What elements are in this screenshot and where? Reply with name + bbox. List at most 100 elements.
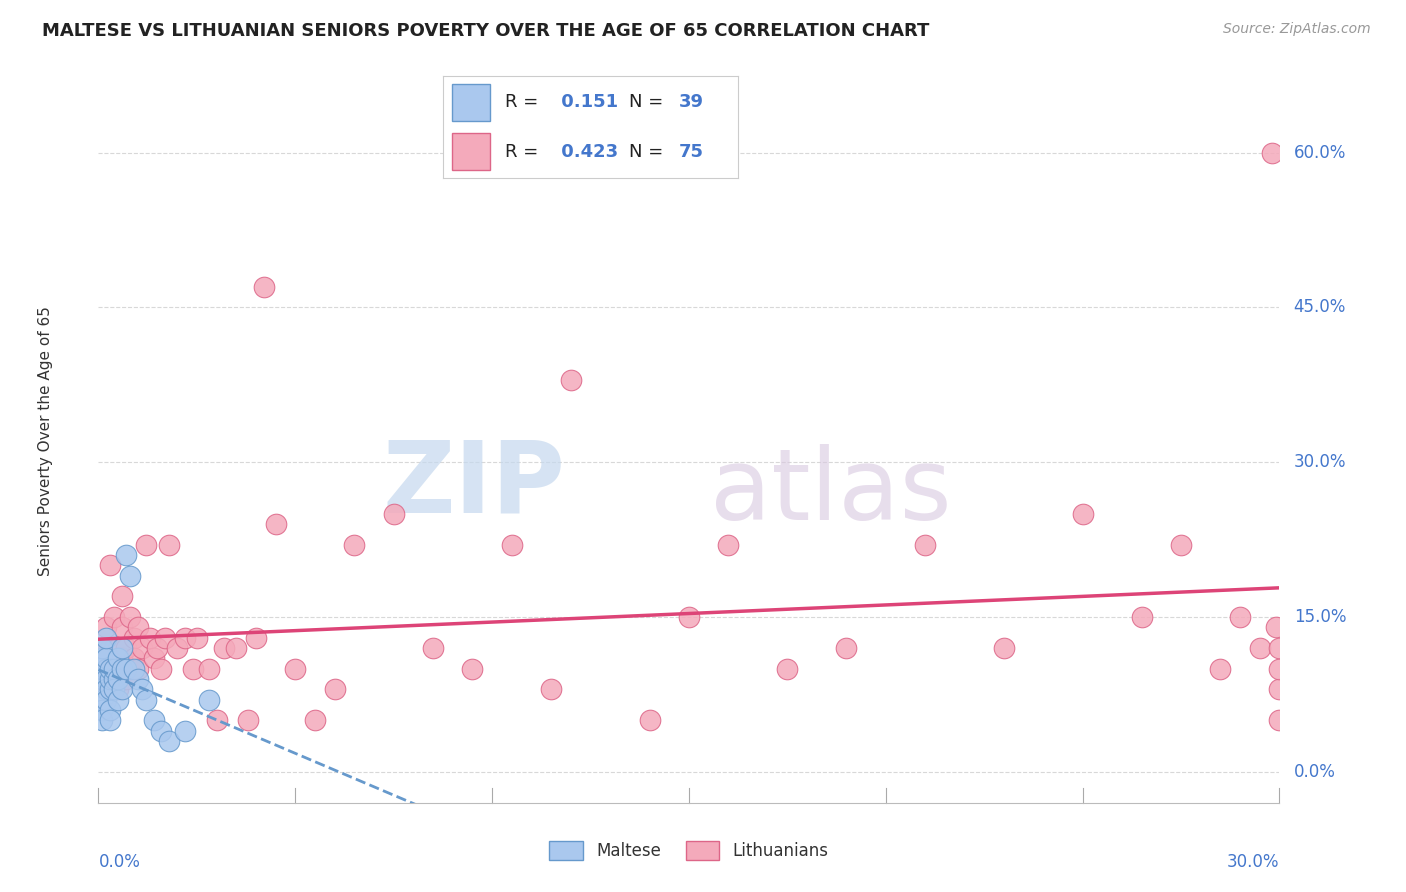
Point [422,640,444,655]
Point [343,538,366,552]
Text: R =: R = [505,94,538,112]
Point [107,692,129,706]
Point [91,651,114,665]
Point [174,723,197,738]
Point [96,692,118,706]
Point [138,631,160,645]
Point [150,662,173,676]
Point [118,662,141,676]
Point [131,640,153,655]
Point [157,538,180,552]
Point [98,672,121,686]
Point [111,590,134,604]
Point [150,723,173,738]
Point [96,651,118,665]
Point [96,682,118,697]
Point [107,682,129,697]
Point [107,640,129,655]
Point [181,662,204,676]
Point [111,620,134,634]
Point [96,662,118,676]
Point [1130,610,1153,624]
Point [127,662,149,676]
Point [115,662,138,676]
Text: 45.0%: 45.0% [1294,298,1346,317]
Point [225,640,247,655]
Point [135,692,157,706]
Point [96,620,118,634]
Point [118,568,141,582]
Point [205,713,228,727]
Text: 15.0%: 15.0% [1294,608,1346,626]
Point [91,640,114,655]
Point [142,651,165,665]
Text: 0.423: 0.423 [555,143,619,161]
Point [96,631,118,645]
Point [1229,610,1251,624]
Point [1260,145,1282,160]
Text: MALTESE VS LITHUANIAN SENIORS POVERTY OVER THE AGE OF 65 CORRELATION CHART: MALTESE VS LITHUANIAN SENIORS POVERTY OV… [42,22,929,40]
Text: 39: 39 [679,94,704,112]
Point [122,651,145,665]
Point [91,713,114,727]
Point [98,713,121,727]
Point [253,279,276,293]
Text: 0.0%: 0.0% [98,854,141,871]
Text: 30.0%: 30.0% [1227,854,1279,871]
Point [115,548,138,562]
Point [135,538,157,552]
Point [214,640,236,655]
Point [678,610,700,624]
Point [111,682,134,697]
Point [115,640,138,655]
Point [122,662,145,676]
Point [142,713,165,727]
Point [98,640,121,655]
Text: 75: 75 [679,143,704,161]
Point [91,662,114,676]
Point [1264,620,1286,634]
Point [1268,713,1291,727]
Point [157,734,180,748]
Point [1071,507,1094,521]
Text: 30.0%: 30.0% [1294,453,1346,471]
Text: 0.0%: 0.0% [1294,763,1336,780]
Point [560,373,582,387]
Text: N =: N = [628,143,664,161]
Point [146,640,169,655]
Point [111,651,134,665]
Point [98,558,121,573]
Point [197,662,219,676]
Point [127,620,149,634]
Point [638,713,661,727]
Text: 0.151: 0.151 [555,94,619,112]
Point [118,610,141,624]
Point [835,640,858,655]
Point [91,640,114,655]
Point [155,631,177,645]
Point [382,507,405,521]
Point [111,640,134,655]
Point [91,672,114,686]
Point [91,703,114,717]
Point [1268,682,1291,697]
Text: atlas: atlas [710,443,952,541]
Point [501,538,523,552]
Point [717,538,740,552]
Point [103,682,125,697]
Point [122,631,145,645]
Point [174,631,197,645]
Text: 60.0%: 60.0% [1294,144,1346,161]
Point [776,662,799,676]
Point [107,662,129,676]
Point [1209,662,1232,676]
Point [107,672,129,686]
Point [1268,662,1291,676]
Point [304,713,326,727]
Point [1249,640,1271,655]
Point [111,662,134,676]
Point [127,672,149,686]
Point [540,682,562,697]
Point [1170,538,1192,552]
Point [98,703,121,717]
